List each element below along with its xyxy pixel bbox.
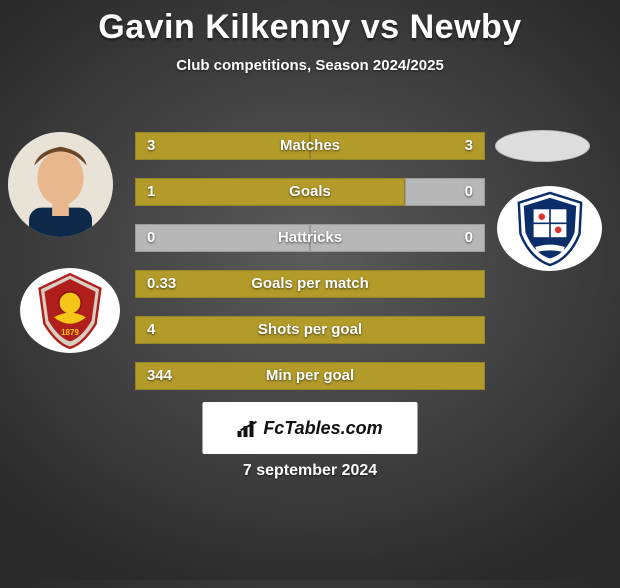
stat-row: 4Shots per goal [135,316,485,344]
stat-label: Goals [135,178,485,206]
club-badge-left: 1879 [20,268,120,353]
stat-row: 344Min per goal [135,362,485,390]
stat-row: 00Hattricks [135,224,485,252]
stat-label: Min per goal [135,362,485,390]
stat-row: 33Matches [135,132,485,160]
player-avatar-right [495,130,590,162]
page-title: Gavin Kilkenny vs Newby [0,8,620,47]
footer-date: 7 september 2024 [0,462,620,480]
stat-label: Shots per goal [135,316,485,344]
stat-row: 10Goals [135,178,485,206]
club-badge-right [497,186,602,271]
stat-label: Hattricks [135,224,485,252]
stat-label: Matches [135,132,485,160]
stat-row: 0.33Goals per match [135,270,485,298]
chart-icon [237,419,259,437]
svg-text:1879: 1879 [61,328,79,337]
player-avatar-left [8,132,113,237]
stat-label: Goals per match [135,270,485,298]
subtitle: Club competitions, Season 2024/2025 [0,57,620,74]
footer-brand-text: FcTables.com [263,418,382,439]
footer-brand: FcTables.com [203,402,418,454]
stats-table: 33Matches 10Goals 00Hattricks 0.33Goals per… [135,132,485,408]
